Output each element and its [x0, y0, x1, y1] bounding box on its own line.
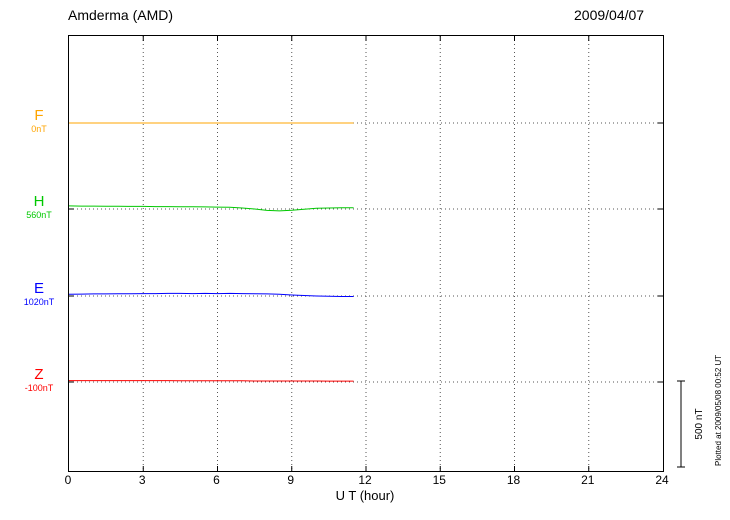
trace-H [69, 205, 354, 212]
component-baseline-Z: -100nT [24, 383, 54, 393]
chart-canvas [69, 36, 663, 471]
plot-frame [68, 35, 664, 472]
component-letter-Z: Z [34, 366, 44, 383]
x-tick-label-15: 15 [432, 473, 446, 487]
plotted-at-note: Plotted at 2009/05/08 00:52 UT [714, 354, 723, 466]
x-tick-label-3: 3 [138, 473, 146, 487]
x-tick-label-12: 12 [358, 473, 372, 487]
component-baseline-F: 0nT [31, 124, 47, 134]
component-letter-H: H [33, 193, 45, 210]
scale-bar: 500 nT [677, 380, 705, 468]
trace-Z [69, 380, 354, 382]
component-label-E: E 1020nT [8, 281, 70, 308]
component-letter-E: E [33, 280, 44, 297]
component-letter-F: F [34, 107, 44, 124]
x-tick-label-6: 6 [213, 473, 220, 487]
x-tick-label-24: 24 [655, 473, 669, 487]
trace-E [69, 292, 354, 297]
x-tick-label-18: 18 [506, 473, 521, 487]
component-baseline-H: 560nT [26, 210, 52, 220]
x-tick-label-0: 0 [64, 473, 72, 487]
component-label-H: H 560nT [8, 194, 70, 221]
scale-bar-label: 500 nT [694, 408, 705, 439]
component-label-Z: Z -100nT [8, 367, 70, 394]
x-tick-label-9: 9 [287, 473, 295, 487]
component-baseline-E: 1020nT [23, 297, 55, 307]
x-axis-label: U T (hour) [335, 488, 395, 503]
station-title: Amderma (AMD) [68, 7, 174, 23]
plot-date: 2009/04/07 [574, 7, 645, 23]
x-tick-label-21: 21 [581, 473, 595, 487]
component-label-F: F 0nT [8, 108, 70, 135]
